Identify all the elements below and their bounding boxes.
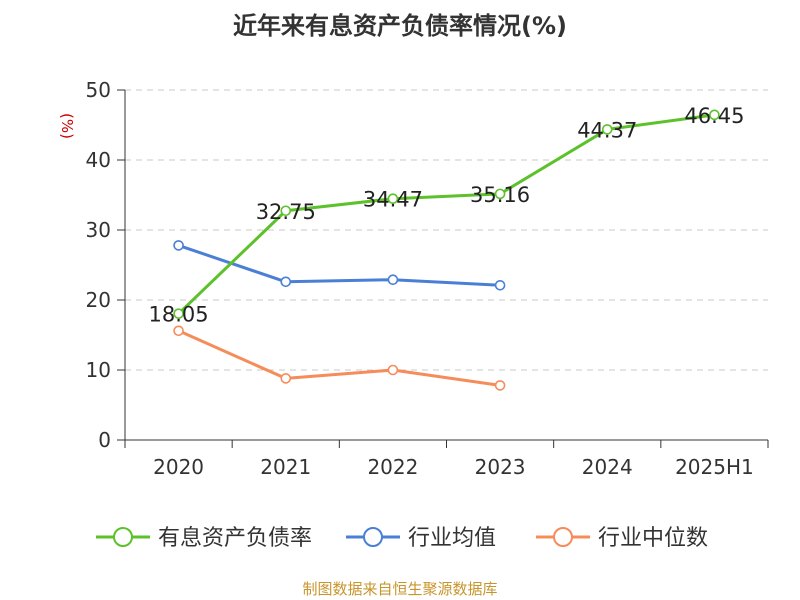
- data-point: [387, 193, 399, 205]
- grid-lines: [125, 89, 768, 371]
- data-labels: 18.05 32.75 34.47 35.16 44.37 46.45: [149, 104, 745, 327]
- y-tick-label: 50: [86, 78, 111, 102]
- data-point: [494, 279, 506, 291]
- data-label: 35.16: [470, 183, 530, 207]
- data-point: [494, 380, 506, 391]
- x-tick-label: 2021: [260, 455, 311, 479]
- data-point: [494, 188, 506, 200]
- data-point: [601, 124, 613, 135]
- source-footer: 制图数据来自恒生聚源数据库: [302, 580, 498, 598]
- data-point: [173, 240, 184, 251]
- x-tick-label: 2023: [475, 455, 526, 479]
- data-point: [280, 276, 292, 288]
- data-label: 32.75: [256, 200, 316, 224]
- x-tick-label: 2020: [153, 455, 204, 479]
- legend-label: 有息资产负债率: [158, 526, 312, 551]
- data-label: 44.37: [577, 118, 637, 142]
- data-point: [709, 109, 720, 121]
- data-label: 46.45: [684, 104, 744, 128]
- x-tick-label: 2024: [582, 455, 633, 479]
- y-tick-label: 20: [86, 288, 111, 312]
- data-label: 18.05: [149, 303, 209, 327]
- y-tick-label: 0: [98, 428, 111, 452]
- legend: 有息资产负债率 行业均值 行业中位数: [96, 526, 708, 551]
- data-label: 34.47: [363, 188, 423, 212]
- series-group: [173, 109, 720, 391]
- chart-title: 近年来有息资产负债率情况(%): [233, 12, 567, 40]
- y-tick-label: 30: [86, 218, 111, 242]
- y-tick-label: 10: [86, 358, 111, 382]
- data-point: [280, 373, 292, 384]
- data-point: [387, 364, 399, 376]
- data-point: [173, 325, 184, 337]
- y-tick-labels: 0 10 20 30 40 50: [86, 78, 111, 452]
- data-point: [280, 205, 292, 217]
- axes: [117, 89, 769, 448]
- data-point: [173, 308, 184, 319]
- x-tick-labels: 2020 2021 2022 2023 2024 2025H1: [153, 455, 754, 479]
- series-line: [177, 329, 501, 387]
- legend-marker: [553, 527, 573, 547]
- legend-marker: [363, 527, 383, 547]
- legend-label: 行业均值: [408, 526, 496, 551]
- legend-label: 行业中位数: [598, 526, 708, 551]
- data-point: [387, 274, 399, 286]
- series-line: [177, 113, 715, 315]
- y-axis-label: (%): [58, 113, 76, 139]
- x-tick-label: 2025H1: [675, 455, 754, 479]
- y-tick-label: 40: [86, 148, 111, 172]
- x-tick-label: 2022: [367, 455, 418, 479]
- legend-marker: [113, 527, 133, 547]
